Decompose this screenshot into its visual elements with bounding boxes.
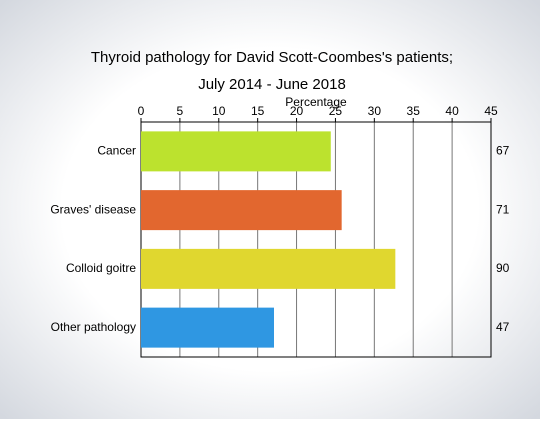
plot-border [140,121,492,358]
y-tick-label: Graves' disease [50,202,136,216]
bar [141,248,396,289]
x-tick-label: 30 [368,104,382,118]
chart-subtitle: July 2014 - June 2018 [198,76,346,93]
x-tick-label: 40 [445,104,459,118]
x-tick-label: 25 [329,104,343,118]
count-label: 90 [496,261,510,275]
x-tick-label: 45 [484,104,498,118]
count-label: 67 [496,144,510,158]
x-tick-label: 5 [177,104,184,118]
bar [141,131,331,172]
bar [141,307,274,348]
x-tick-label: 35 [407,104,421,118]
x-tick-label: 10 [212,104,226,118]
bar [141,190,342,231]
count-label: 47 [496,320,510,334]
x-tick-label: 0 [138,104,145,118]
y-tick-label: Cancer [97,144,136,158]
chart-title: Thyroid pathology for David Scott-Coombe… [91,49,453,66]
y-tick-label: Colloid goitre [66,261,136,275]
y-tick-label: Other pathology [51,320,136,334]
count-label: 71 [496,202,510,216]
x-axis-label: Percentage [285,95,347,109]
x-tick-label: 15 [251,104,265,118]
x-tick-label: 20 [290,104,304,118]
